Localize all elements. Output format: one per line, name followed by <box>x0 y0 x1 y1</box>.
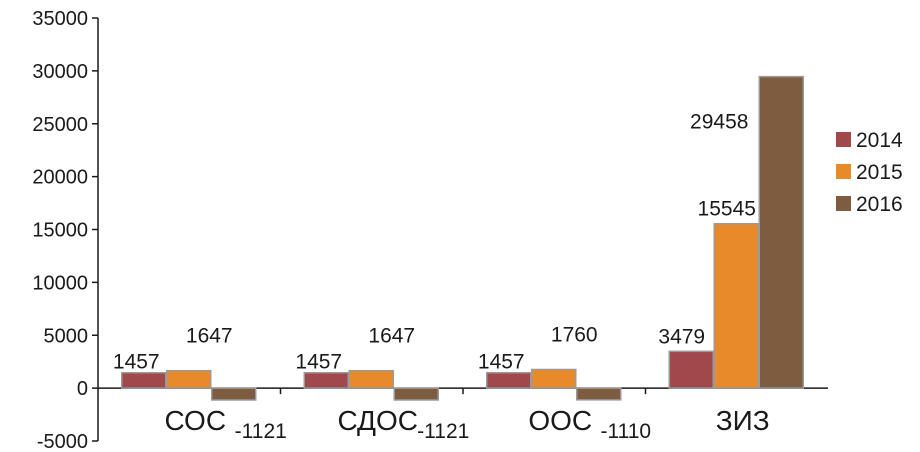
bar-2016-3 <box>576 387 622 401</box>
bar-2015-4 <box>713 222 759 389</box>
category-label: СОС <box>164 405 226 436</box>
y-tick-label: 20000 <box>32 167 88 189</box>
data-label-2016-1: -1121 <box>235 420 287 443</box>
y-axis: -5000 0 5000 10000 15000 20000 25000 30000 35000 <box>32 8 99 452</box>
y-tick-label: 15000 <box>32 220 88 242</box>
data-label-2016-2: -1121 <box>417 420 469 443</box>
data-label-2015-3: 1760 <box>551 324 598 347</box>
data-label-2015-1: 1647 <box>186 325 233 348</box>
category-label: ООС <box>528 405 592 436</box>
legend-label-2014: 2014 <box>856 129 903 152</box>
data-label-2015-2: 1647 <box>368 325 415 348</box>
bar-2014-2 <box>303 371 349 389</box>
bar-2015-3 <box>531 368 577 389</box>
data-label-2015-4: 15545 <box>698 198 756 221</box>
category-labels: СОС СДОС ООС ЗИЗ <box>164 405 769 436</box>
bar-2014-1 <box>121 371 167 389</box>
legend-label-2015: 2015 <box>856 161 903 184</box>
bar-2016-1 <box>211 387 257 401</box>
data-label-2016-4: 29458 <box>690 111 748 134</box>
y-tick-label: 30000 <box>32 61 88 83</box>
y-tick-label: 0 <box>77 378 88 400</box>
bar-2016-2 <box>393 387 439 401</box>
legend: 2014 2015 2016 <box>836 129 903 216</box>
x-axis <box>98 387 828 395</box>
data-label-2014-2: 1457 <box>295 351 342 374</box>
y-tick-label: 10000 <box>32 272 88 294</box>
legend-swatch-2015 <box>836 164 851 179</box>
category-label: СДОС <box>337 405 418 436</box>
data-label-2016-3: -1110 <box>600 420 651 443</box>
data-labels: 1457 1647 -1121 1457 1647 -1121 1457 1760 -1110 3… <box>113 111 756 444</box>
bar-2015-1 <box>166 369 212 389</box>
data-label-2014-1: 1457 <box>113 351 160 374</box>
y-tick-label: 25000 <box>32 114 88 136</box>
bar-2014-4 <box>668 350 714 389</box>
bar-2014-3 <box>486 371 532 389</box>
category-label: ЗИЗ <box>716 405 770 436</box>
bar-2016-4 <box>758 75 804 389</box>
data-label-2014-3: 1457 <box>478 351 525 374</box>
y-tick-label: -5000 <box>37 431 88 452</box>
bars <box>121 75 804 401</box>
y-tick-label: 35000 <box>32 8 88 30</box>
legend-label-2016: 2016 <box>856 193 903 216</box>
legend-swatch-2016 <box>836 196 851 211</box>
legend-swatch-2014 <box>836 132 851 147</box>
y-tick-label: 5000 <box>44 325 89 347</box>
data-label-2014-4: 3479 <box>658 325 705 348</box>
bar-2015-2 <box>348 369 394 389</box>
